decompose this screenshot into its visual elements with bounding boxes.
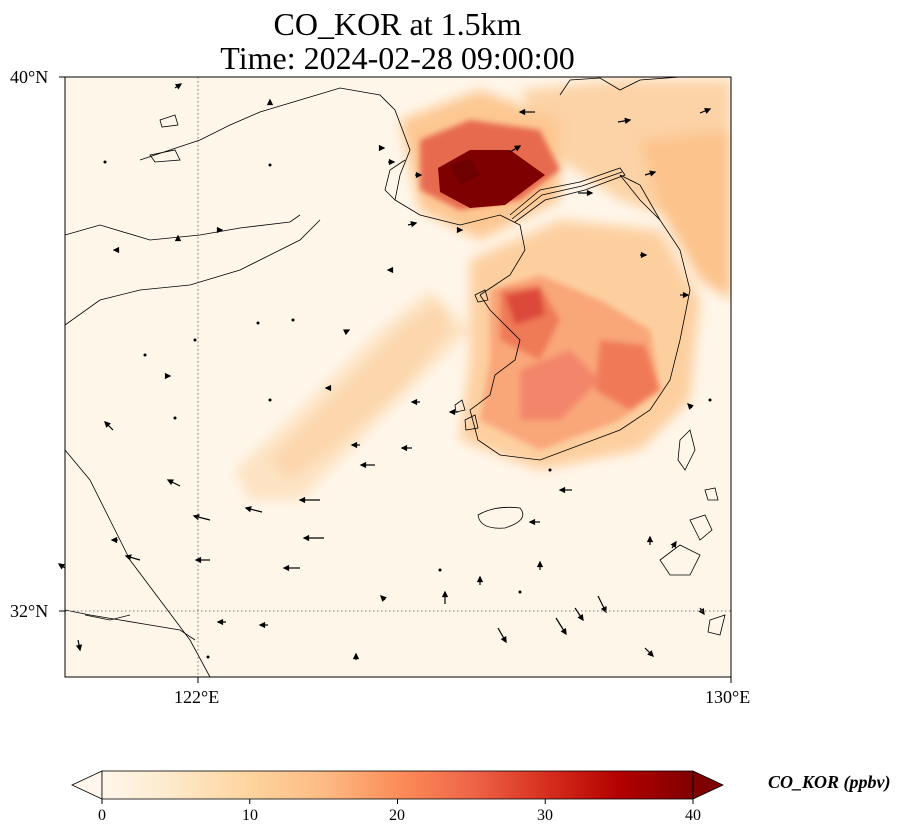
wind-vector-head bbox=[216, 618, 224, 626]
lat-tick-label-40n: 40°N bbox=[10, 67, 49, 87]
wind-vector-head bbox=[386, 266, 394, 274]
wind-vector-dot bbox=[268, 163, 272, 167]
wind-vector-head bbox=[104, 421, 111, 428]
wind-vector-head bbox=[266, 98, 274, 106]
wind-vector-head bbox=[518, 108, 526, 116]
colorbar-label: CO_KOR (ppbv) bbox=[768, 772, 891, 792]
wind-vector-head bbox=[57, 563, 65, 570]
wind-vector-head bbox=[448, 408, 456, 416]
wind-vector-head bbox=[380, 595, 387, 602]
wind-vector-head bbox=[124, 554, 132, 561]
wind-vector-head bbox=[400, 444, 408, 452]
wind-vector-head bbox=[244, 506, 252, 513]
wind-vector-head bbox=[687, 403, 694, 410]
wind-vector-head bbox=[388, 158, 396, 166]
wind-vector-head bbox=[560, 627, 567, 636]
wind-vector-head bbox=[441, 590, 449, 598]
wind-vector-head bbox=[624, 117, 632, 124]
wind-vector-head bbox=[359, 461, 367, 469]
map-frame bbox=[64, 76, 732, 678]
wind-vector-head bbox=[647, 650, 654, 657]
wind-vector-head bbox=[350, 441, 358, 449]
wind-vector-dot bbox=[206, 655, 210, 659]
concentration-field bbox=[65, 77, 731, 677]
wind-vector-head bbox=[514, 145, 522, 152]
colorbar-gradient bbox=[101, 770, 694, 800]
gridlines bbox=[65, 77, 731, 677]
wind-vector-head bbox=[410, 398, 418, 406]
wind-vector-dot bbox=[548, 468, 552, 472]
wind-vector-head bbox=[536, 560, 544, 568]
wind-vector-dot bbox=[291, 318, 295, 322]
wind-vector-head bbox=[302, 534, 310, 542]
wind-vector-head bbox=[216, 226, 224, 234]
lon-tick-label-122e: 122°E bbox=[174, 687, 220, 707]
wind-vector-head bbox=[500, 636, 507, 644]
wind-vector-head bbox=[456, 226, 464, 234]
wind-vector-head bbox=[670, 540, 677, 548]
wind-vector-head bbox=[378, 144, 386, 152]
wind-vector-head bbox=[682, 291, 690, 299]
wind-vector-head bbox=[174, 234, 182, 242]
wind-vector-dot bbox=[193, 338, 197, 342]
wind-vector-head bbox=[704, 107, 712, 114]
wind-vector-head bbox=[415, 171, 423, 179]
wind-vector-dot bbox=[708, 398, 712, 402]
wind-vector-head bbox=[577, 614, 584, 622]
wind-vector-head bbox=[640, 251, 648, 259]
wind-vector-head bbox=[175, 83, 183, 90]
wind-vector-dot bbox=[268, 398, 272, 402]
wind-vector-head bbox=[166, 479, 174, 486]
colorbar-tick-label: 10 bbox=[242, 807, 258, 824]
colorbar-extend-min bbox=[71, 770, 103, 800]
colorbar-tick-label: 0 bbox=[98, 807, 106, 824]
wind-vector-dot bbox=[256, 321, 260, 325]
wind-vector-dot bbox=[173, 416, 177, 420]
wind-vector-head bbox=[410, 221, 418, 228]
colorbar-tick-label: 40 bbox=[685, 807, 701, 824]
wind-vector-dot bbox=[438, 568, 442, 572]
wind-vector-head bbox=[586, 189, 594, 197]
wind-vectors bbox=[57, 83, 712, 660]
wind-vector-head bbox=[282, 564, 290, 572]
wind-vector-head bbox=[558, 486, 566, 494]
colorbar-extend-max bbox=[692, 770, 724, 800]
wind-vector-head bbox=[258, 621, 266, 629]
wind-vector-head bbox=[649, 170, 657, 177]
wind-vector-head bbox=[324, 384, 332, 392]
wind-vector-head bbox=[110, 536, 118, 544]
wind-vector-head bbox=[298, 496, 306, 504]
map-title-line1: CO_KOR at 1.5km bbox=[273, 6, 522, 42]
wind-vector-dot bbox=[103, 160, 107, 164]
wind-vector-head bbox=[164, 372, 172, 380]
map-title-line2: Time: 2024-02-28 09:00:00 bbox=[220, 40, 575, 76]
wind-vector-head bbox=[698, 608, 705, 616]
lon-tick-label-130e: 130°E bbox=[705, 687, 751, 707]
wind-vector-head bbox=[528, 518, 536, 526]
colorbar bbox=[71, 770, 724, 804]
wind-vector-head bbox=[352, 652, 360, 660]
wind-vector-head bbox=[646, 535, 654, 543]
colorbar-tick-label: 30 bbox=[537, 807, 553, 824]
coastlines bbox=[65, 77, 726, 677]
wind-vector-head bbox=[75, 644, 83, 652]
lat-tick-label-32n: 32°N bbox=[10, 601, 49, 621]
wind-vector-dot bbox=[143, 353, 147, 357]
wind-vector-head bbox=[112, 246, 120, 254]
colorbar-tick-label: 20 bbox=[389, 807, 405, 824]
wind-vector-head bbox=[476, 575, 484, 583]
wind-vector-head bbox=[343, 329, 351, 336]
wind-vector-dot bbox=[518, 590, 522, 594]
axis-ticks bbox=[59, 76, 732, 683]
